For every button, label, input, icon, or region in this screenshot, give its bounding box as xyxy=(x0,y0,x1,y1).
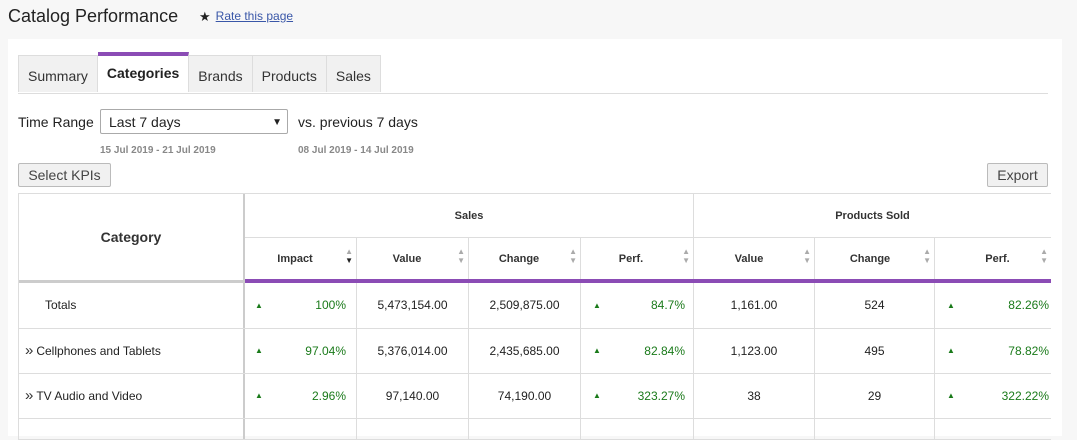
products-perf-value: 322.22% xyxy=(1001,389,1049,403)
tab-sales[interactable]: Sales xyxy=(326,55,381,92)
impact-cell: ▲ 2.96% xyxy=(245,374,356,418)
products-perf-cell: ▲ 78.82% xyxy=(935,329,1051,373)
impact-value: 97.04% xyxy=(305,344,346,358)
comparison-text: vs. previous 7 days xyxy=(298,114,418,130)
sales-change-cell: 2,435,685.00 xyxy=(489,344,560,358)
sort-icon: ▲ ▼ xyxy=(345,247,353,265)
products-perf-value: 78.82% xyxy=(1008,344,1049,358)
export-button[interactable]: Export xyxy=(987,163,1048,187)
column-products-perf[interactable]: Perf. ▲ ▼ xyxy=(935,238,1051,280)
rate-page: ★ Rate this page xyxy=(199,9,293,23)
sales-perf-value: 84.7% xyxy=(650,298,685,312)
tab-brands[interactable]: Brands xyxy=(189,55,253,92)
row-category-name: Cellphones and Tablets xyxy=(36,344,161,358)
column-products-change[interactable]: Change ▲ ▼ xyxy=(815,238,934,280)
column-sales-change-label: Change xyxy=(498,253,540,265)
sales-perf-cell: ▲ 84.7% xyxy=(581,283,693,328)
tab-summary[interactable]: Summary xyxy=(18,55,98,92)
sales-perf-value: 323.27% xyxy=(637,389,685,403)
column-sales-value-label: Value xyxy=(392,253,422,265)
products-perf-cell: ▲ 322.22% xyxy=(935,374,1051,418)
select-kpis-button[interactable]: Select KPIs xyxy=(18,163,111,187)
column-products-change-label: Change xyxy=(849,253,891,265)
impact-value: 2.96% xyxy=(311,389,346,403)
products-sold-group-header: Products Sold xyxy=(835,210,910,222)
tab-products[interactable]: Products xyxy=(252,55,327,92)
sales-perf-cell: ▲ 323.27% xyxy=(581,374,693,418)
star-icon: ★ xyxy=(199,8,211,24)
sales-change-cell: 2,509,875.00 xyxy=(489,298,560,312)
row-category[interactable]: » Cellphones and Tablets xyxy=(25,329,243,373)
expand-icon[interactable]: » xyxy=(25,342,34,359)
up-arrow-icon: ▲ xyxy=(947,346,955,355)
products-change-cell: 495 xyxy=(864,344,885,358)
row-category[interactable]: » TV Audio and Video xyxy=(25,374,243,418)
column-sales-perf[interactable]: Perf. ▲ ▼ xyxy=(581,238,693,280)
up-arrow-icon: ▲ xyxy=(593,391,601,400)
column-impact-label: Impact xyxy=(277,253,313,265)
tab-bar: Summary Categories Brands Products Sales xyxy=(18,52,1048,94)
sales-value-cell: 97,140.00 xyxy=(385,389,440,403)
impact-cell: ▲ 100% xyxy=(245,283,356,328)
sort-icon: ▲ ▼ xyxy=(803,247,811,265)
products-value-cell: 1,161.00 xyxy=(730,298,778,312)
up-arrow-icon: ▲ xyxy=(593,301,601,310)
category-table: Category Sales Products Sold Impact ▲ ▼ V… xyxy=(18,193,1051,440)
column-products-value-label: Value xyxy=(734,253,764,265)
time-range-label: Time Range xyxy=(18,114,94,130)
products-value-cell: 38 xyxy=(747,389,761,403)
expand-icon[interactable]: » xyxy=(25,387,34,404)
products-value-cell: 1,123.00 xyxy=(730,344,778,358)
sort-icon: ▲ ▼ xyxy=(457,247,465,265)
products-change-cell: 524 xyxy=(864,298,885,312)
column-products-value[interactable]: Value ▲ ▼ xyxy=(694,238,814,280)
column-sales-value[interactable]: Value ▲ ▼ xyxy=(357,238,468,280)
up-arrow-icon: ▲ xyxy=(947,391,955,400)
dropdown-caret-icon: ▼ xyxy=(272,117,282,128)
products-change-cell: 29 xyxy=(867,389,882,403)
time-range-value: Last 7 days xyxy=(109,114,181,130)
column-sales-perf-label: Perf. xyxy=(618,253,644,265)
category-header: Category xyxy=(100,229,162,245)
sales-group-header: Sales xyxy=(454,210,484,222)
column-sales-change[interactable]: Change ▲ ▼ xyxy=(469,238,580,280)
up-arrow-icon: ▲ xyxy=(255,301,263,310)
up-arrow-icon: ▲ xyxy=(255,391,263,400)
column-impact[interactable]: Impact ▲ ▼ xyxy=(245,238,356,280)
catalog-panel: Summary Categories Brands Products Sales… xyxy=(8,39,1062,440)
impact-cell: ▲ 97.04% xyxy=(245,329,356,373)
sales-value-cell: 5,473,154.00 xyxy=(377,298,448,312)
sort-icon: ▲ ▼ xyxy=(569,247,577,265)
products-perf-cell: ▲ 82.26% xyxy=(935,283,1051,328)
current-date-range: 15 Jul 2019 - 21 Jul 2019 xyxy=(100,145,216,156)
up-arrow-icon: ▲ xyxy=(947,301,955,310)
row-category-name: Totals xyxy=(45,298,77,312)
page-title: Catalog Performance xyxy=(8,6,179,26)
up-arrow-icon: ▲ xyxy=(255,346,263,355)
products-perf-value: 82.26% xyxy=(1008,298,1049,312)
rate-page-link[interactable]: Rate this page xyxy=(215,9,294,23)
up-arrow-icon: ▲ xyxy=(593,346,601,355)
time-range-select[interactable]: Last 7 days ▼ xyxy=(100,109,288,134)
previous-date-range: 08 Jul 2019 - 14 Jul 2019 xyxy=(298,145,414,156)
sales-perf-value: 82.84% xyxy=(644,344,685,358)
sort-icon: ▲ ▼ xyxy=(923,247,931,265)
row-category-name: TV Audio and Video xyxy=(36,389,143,403)
sales-perf-cell: ▲ 82.84% xyxy=(581,329,693,373)
sort-icon: ▲ ▼ xyxy=(1040,247,1048,265)
impact-value: 100% xyxy=(315,298,346,312)
sales-value-cell: 5,376,014.00 xyxy=(377,344,448,358)
sales-change-cell: 74,190.00 xyxy=(497,389,552,403)
tab-categories[interactable]: Categories xyxy=(97,52,190,92)
sort-icon: ▲ ▼ xyxy=(682,247,690,265)
column-products-perf-label: Perf. xyxy=(985,253,1010,265)
